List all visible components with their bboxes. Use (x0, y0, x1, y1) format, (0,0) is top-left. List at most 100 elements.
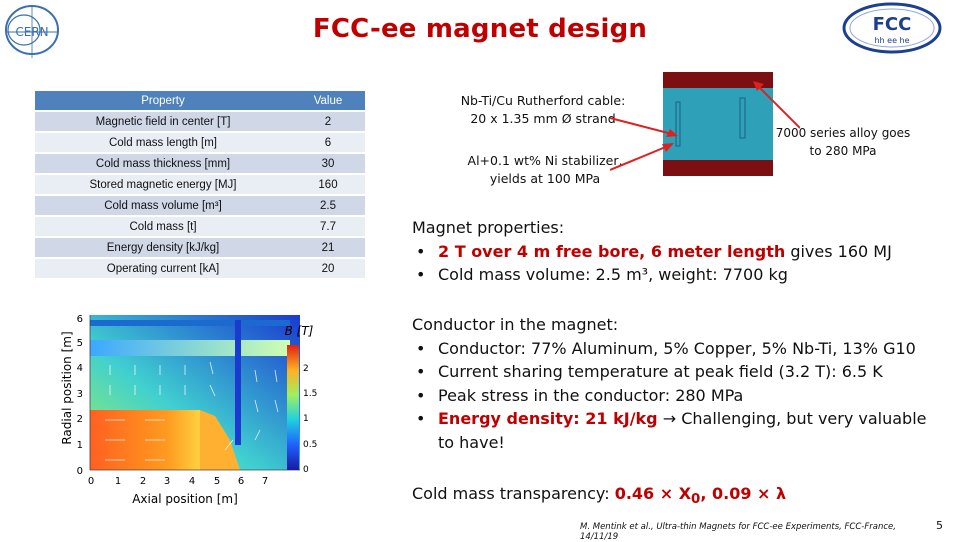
x-tick: 4 (189, 476, 195, 487)
transparency-value: 0.46 × X0, 0.09 × λ (614, 484, 787, 507)
stabilizer-label-line1: Al+0.1 wt% Ni stabilizer, (467, 153, 623, 168)
rutherford-cable (675, 101, 681, 147)
y-axis-label: Radial position [m] (60, 331, 74, 444)
aluminum-stabilizer (663, 88, 773, 160)
endcap-region (235, 320, 241, 445)
citation: M. Mentink et al., Ultra-thin Magnets fo… (580, 522, 896, 542)
x-tick: 6 (238, 476, 244, 487)
x-tick: 2 (140, 476, 146, 487)
rutherford-cable (739, 97, 746, 139)
value-cell: 2 (291, 112, 365, 131)
x-tick: 7 (262, 476, 268, 487)
conductor-info: Conductor in the magnet: Conductor: 77% … (412, 313, 937, 454)
y-tick: 2 (77, 414, 83, 425)
table-row: Cold mass volume [m³] 2.5 (35, 196, 365, 215)
colorbar-tick: 0.5 (303, 440, 317, 450)
arrow-icon: → (662, 409, 677, 428)
arrow-head (666, 129, 678, 137)
arrow-head (662, 143, 674, 152)
alloy-label-line1: 7000 series alloy goes (775, 126, 911, 140)
colorbar-tick: 1 (303, 414, 309, 424)
transparency-x0: 0.46 × X (614, 484, 692, 503)
transparency-line: Cold mass transparency: 0.46 × X0, 0.09 … (412, 482, 932, 512)
arrow-alloy (757, 85, 800, 129)
list-item: Energy density: 21 kJ/kg → Challenging, … (412, 407, 937, 454)
alloy-label: 7000 series alloy goes to 280 MPa (768, 124, 918, 160)
property-cell: Energy density [kJ/kg] (35, 238, 291, 257)
list-item: Current sharing temperature at peak fiel… (412, 360, 937, 384)
list-item-text: gives 160 MJ (785, 241, 892, 261)
table-row: Magnetic field in center [T] 2 (35, 112, 365, 131)
table-row: Stored magnetic energy [MJ] 160 (35, 175, 365, 194)
y-tick: 0 (77, 466, 83, 477)
cern-logo: CERN (2, 2, 62, 62)
table-row: Energy density [kJ/kg] 21 (35, 238, 365, 257)
y-tick: 1 (77, 440, 83, 451)
highlight: Energy density: 21 kJ/kg (438, 409, 658, 428)
colorbar-tick: 0 (303, 465, 309, 475)
value-cell: 6 (291, 133, 365, 152)
header-value: Value (291, 91, 365, 110)
value-cell: 7.7 (291, 217, 365, 236)
y-tick: 6 (77, 314, 83, 325)
slide-title: FCC-ee magnet design (312, 14, 648, 44)
transparency-label: Cold mass transparency: (412, 484, 615, 503)
alloy-label-line2: to 280 MPa (809, 144, 877, 158)
subscript: 0 (691, 492, 701, 508)
x-tick: 0 (88, 476, 94, 487)
magnet-properties-heading: Magnet properties: (412, 218, 565, 237)
properties-table: Property Value Magnetic field in center … (35, 89, 365, 280)
fcc-logo: FCC hh ee he (842, 2, 942, 54)
stabilizer-label: Al+0.1 wt% Ni stabilizer, yields at 100 … (450, 152, 640, 188)
y-tick: 5 (77, 338, 83, 349)
cable-label-line2: 20 x 1.35 mm Ø strand (470, 111, 616, 126)
y-tick: 3 (77, 389, 83, 400)
conductor-heading: Conductor in the magnet: (412, 315, 619, 334)
value-cell: 20 (291, 259, 365, 278)
property-cell: Magnetic field in center [T] (35, 112, 291, 131)
svg-text:FCC: FCC (873, 14, 912, 35)
transparency-lambda: , 0.09 × λ (700, 484, 787, 503)
svg-text:hh ee he: hh ee he (874, 36, 909, 45)
x-tick: 5 (214, 476, 220, 487)
coil-region (90, 340, 290, 356)
svg-text:CERN: CERN (15, 25, 48, 39)
field-vectors (105, 361, 279, 461)
cable-label-line1: Nb-Ti/Cu Rutherford cable: (460, 93, 626, 108)
property-cell: Operating current [kA] (35, 259, 291, 278)
x-tick: 3 (164, 476, 170, 487)
value-cell: 21 (291, 238, 365, 257)
table-header-row: Property Value (35, 91, 365, 110)
list-item: Conductor: 77% Aluminum, 5% Copper, 5% N… (412, 337, 937, 361)
colorbar-title: B [T] (285, 324, 314, 338)
property-cell: Cold mass length [m] (35, 133, 291, 152)
x-tick: 1 (115, 476, 121, 487)
arrow-stabilizer (610, 145, 669, 171)
stabilizer-label-line2: yields at 100 MPa (489, 171, 601, 186)
cable-label: Nb-Ti/Cu Rutherford cable: 20 x 1.35 mm … (438, 92, 648, 128)
fringe-region (200, 410, 240, 470)
list-item: Peak stress in the conductor: 280 MPa (412, 384, 937, 408)
value-cell: 2.5 (291, 196, 365, 215)
table-row: Operating current [kA] 20 (35, 259, 365, 278)
magnet-properties: Magnet properties: 2 T over 4 m free bor… (412, 216, 932, 287)
list-item: Cold mass volume: 2.5 m³, weight: 7700 k… (412, 263, 932, 287)
highlight: 2 T over 4 m free bore, 6 meter length (438, 241, 786, 261)
page-number: 5 (936, 519, 943, 532)
colorbar (287, 345, 299, 470)
table-row: Cold mass thickness [mm] 30 (35, 154, 365, 173)
property-cell: Cold mass thickness [mm] (35, 154, 291, 173)
value-cell: 160 (291, 175, 365, 194)
colorbar-tick: 1.5 (303, 389, 317, 399)
y-tick: 4 (77, 363, 83, 374)
arrow-head (753, 81, 764, 91)
property-cell: Cold mass [t] (35, 217, 291, 236)
colorbar-tick: 2 (303, 364, 309, 374)
list-item-text: Challenging, but very valuable to have! (438, 409, 927, 452)
field-map-plot: 0 1 2 3 4 5 6 0 1 2 3 4 5 6 7 Axial posi… (60, 314, 317, 506)
conductor-cross-section (610, 72, 800, 176)
property-cell: Stored magnetic energy [MJ] (35, 175, 291, 194)
arrow-cable (610, 117, 673, 135)
list-item: 2 T over 4 m free bore, 6 meter length g… (412, 240, 932, 264)
property-cell: Cold mass volume [m³] (35, 196, 291, 215)
